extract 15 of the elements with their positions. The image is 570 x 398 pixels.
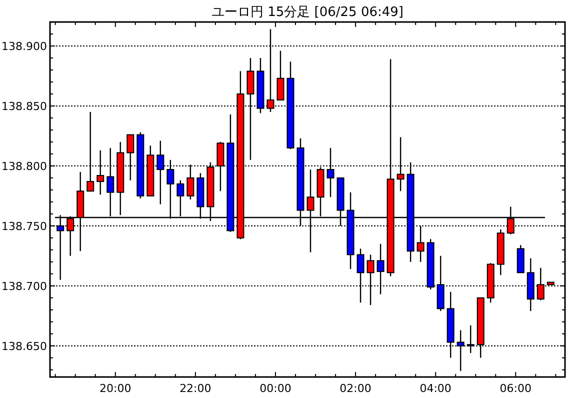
y-tick-label: 138.650 <box>2 340 47 353</box>
x-tick-label: 06:00 <box>500 382 532 395</box>
candlestick <box>516 244 524 274</box>
candlestick <box>276 50 284 101</box>
y-tick-label: 138.750 <box>2 220 47 233</box>
x-tick-label: 00:00 <box>260 382 292 395</box>
chart-title: ユーロ円 15分足 [06/25 06:49] <box>211 5 404 20</box>
y-tick-label: 138.700 <box>2 280 47 293</box>
x-tick-label: 22:00 <box>180 382 212 395</box>
x-tick-label: 20:00 <box>100 382 132 395</box>
y-tick-label: 138.850 <box>2 100 47 113</box>
y-tick-label: 138.900 <box>2 40 47 53</box>
y-tick-label: 138.800 <box>2 160 47 173</box>
x-tick-label: 02:00 <box>340 382 372 395</box>
x-tick-label: 04:00 <box>420 382 452 395</box>
